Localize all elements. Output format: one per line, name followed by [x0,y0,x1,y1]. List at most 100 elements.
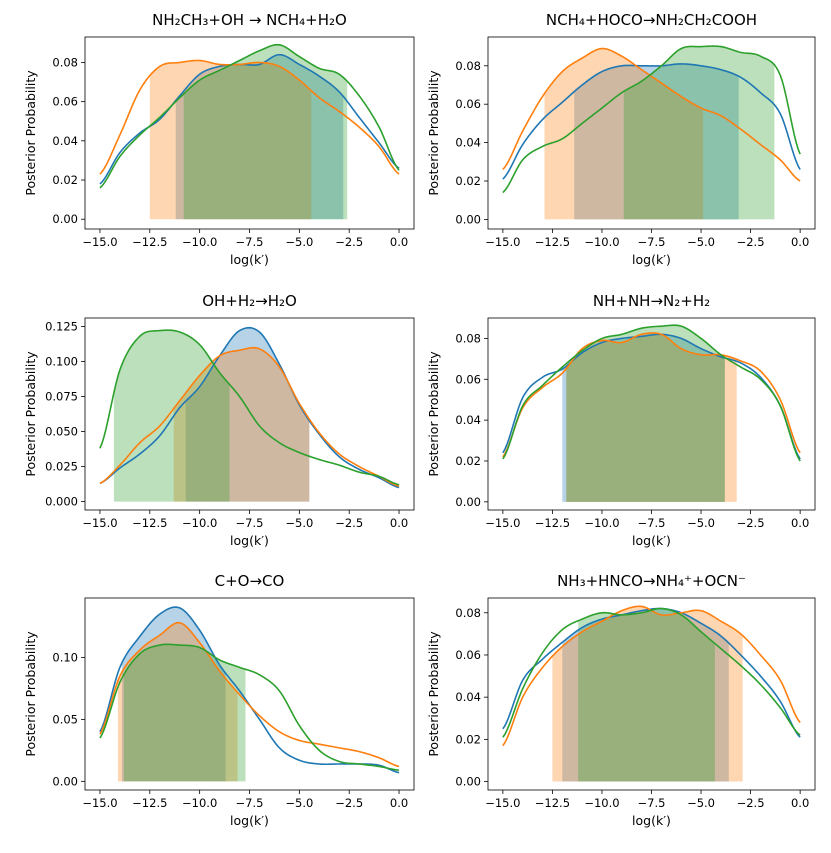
x-tick-label: −15.0 [485,796,520,810]
x-tick-label: −2.5 [335,516,363,530]
x-tick-label: −5.0 [285,516,313,530]
y-tick-label: 0.125 [45,319,78,333]
chart-title: C+O→CO [215,572,285,590]
x-tick-label: −10.0 [182,235,217,249]
y-tick-label: 0.00 [52,774,78,788]
y-axis-label: Posterior Probability [426,70,441,196]
chart-panel-3: −15.0 −12.5 −10.0 −7.5 −5.0 −2.5 0.0 0.000 0.025… [23,292,415,548]
x-tick-label: 0.0 [390,235,408,249]
y-tick-label: 0.050 [45,425,78,439]
x-tick-label: 0.0 [791,235,809,249]
x-tick-label: −7.5 [638,516,666,530]
credible-region-blue [121,607,226,782]
chart-panel-4: −15.0 −12.5 −10.0 −7.5 −5.0 −2.5 0.0 0.00 0.02 0.… [426,292,816,548]
y-tick-label: 0.08 [455,331,481,345]
y-tick-label: 0.04 [52,134,78,148]
credible-region-green [123,644,246,782]
y-tick-label: 0.06 [455,97,481,111]
series-line-blue [502,63,801,180]
x-tick-label: −7.5 [236,516,264,530]
y-axis-label: Posterior Probability [23,70,38,196]
series-line-green [502,324,801,462]
chart-panel-1: −15.0 −12.5 −10.0 −7.5 −5.0 −2.5 0.0 0.00 0.02 0.… [23,11,415,267]
x-tick-label: −7.5 [638,796,666,810]
x-tick-label: −12.5 [132,235,167,249]
x-tick-label: −2.5 [335,796,363,810]
x-tick-label: −15.0 [485,235,520,249]
x-tick-label: 0.0 [791,516,809,530]
chart-panel-6: −15.0 −12.5 −10.0 −7.5 −5.0 −2.5 0.0 0.00 0.02 0.… [426,572,816,828]
x-tick-label: −15.0 [82,516,117,530]
credible-region-blue [562,608,729,782]
series-line-blue [502,333,801,460]
y-tick-label: 0.075 [45,389,78,403]
chart-title: NH+NH→N₂+H₂ [593,292,710,310]
chart-panel-5: −15.0 −12.5 −10.0 −7.5 −5.0 −2.5 0.0 0.00 0.05 0.… [23,572,415,828]
x-tick-label: −2.5 [737,516,765,530]
credible-region-orange [173,347,310,502]
y-tick-label: 0.08 [455,606,481,620]
credible-region-blue [562,334,725,502]
y-axis-label: Posterior Probability [426,351,441,477]
credible-region-orange [149,60,312,220]
series-line-green [99,329,400,486]
y-tick-label: 0.00 [455,495,481,509]
series-line-blue [99,326,400,489]
x-tick-label: −10.0 [584,516,619,530]
y-tick-label: 0.00 [52,212,78,226]
x-tick-label: −5.0 [687,796,715,810]
x-tick-label: −12.5 [535,796,570,810]
x-tick-label: −2.5 [737,235,765,249]
x-tick-label: −10.0 [584,235,619,249]
x-tick-label: −5.0 [687,516,715,530]
x-tick-label: −10.0 [584,796,619,810]
chart-title: NH₂CH₃+OH → NCH₄+H₂O [152,11,347,29]
x-axis-label: log(k′) [230,533,269,548]
y-axis-label: Posterior Probability [23,351,38,477]
y-axis-label: Posterior Probability [426,631,441,757]
y-tick-label: 0.06 [455,372,481,386]
credible-region-orange [544,48,704,220]
series-line-orange [99,621,400,768]
y-tick-label: 0.10 [52,650,78,664]
series-line-green [99,43,400,189]
series-line-orange [502,332,801,458]
chart-title: OH+H₂→H₂O [202,292,297,310]
x-axis-label: log(k′) [230,813,269,828]
y-axis-label: Posterior Probability [23,631,38,757]
x-axis-label: log(k′) [632,813,671,828]
y-tick-label: 0.02 [455,454,481,468]
series-line-green [502,45,801,194]
series-line-blue [502,607,801,738]
y-tick-label: 0.04 [455,690,481,704]
x-tick-label: 0.0 [791,796,809,810]
x-tick-label: −5.0 [285,235,313,249]
credible-region-green [623,46,775,220]
series-line-orange [99,346,400,487]
chart-title: NH₃+HNCO→NH₄⁺+OCN⁻ [557,572,746,590]
series-line-orange [502,47,801,182]
y-tick-label: 0.02 [455,174,481,188]
x-tick-label: −10.0 [182,796,217,810]
y-tick-label: 0.06 [455,648,481,662]
x-tick-label: −10.0 [182,516,217,530]
credible-region-blue [185,327,310,502]
y-tick-label: 0.05 [52,712,78,726]
series-line-green [99,643,400,771]
chart-title: NCH₄+HOCO→NH₂CH₂COOH [546,11,757,29]
x-tick-label: −7.5 [236,235,264,249]
x-tick-label: −7.5 [638,235,666,249]
x-tick-label: 0.0 [390,516,408,530]
credible-region-blue [175,54,344,220]
credible-region-orange [566,332,737,502]
x-axis-label: log(k′) [632,252,671,267]
credible-region-blue [574,63,739,220]
x-tick-label: −15.0 [82,796,117,810]
credible-region-green [183,44,348,220]
y-tick-label: 0.06 [52,95,78,109]
y-tick-label: 0.100 [45,354,78,368]
y-tick-label: 0.08 [52,55,78,69]
y-tick-label: 0.02 [52,173,78,187]
x-tick-label: −12.5 [535,516,570,530]
